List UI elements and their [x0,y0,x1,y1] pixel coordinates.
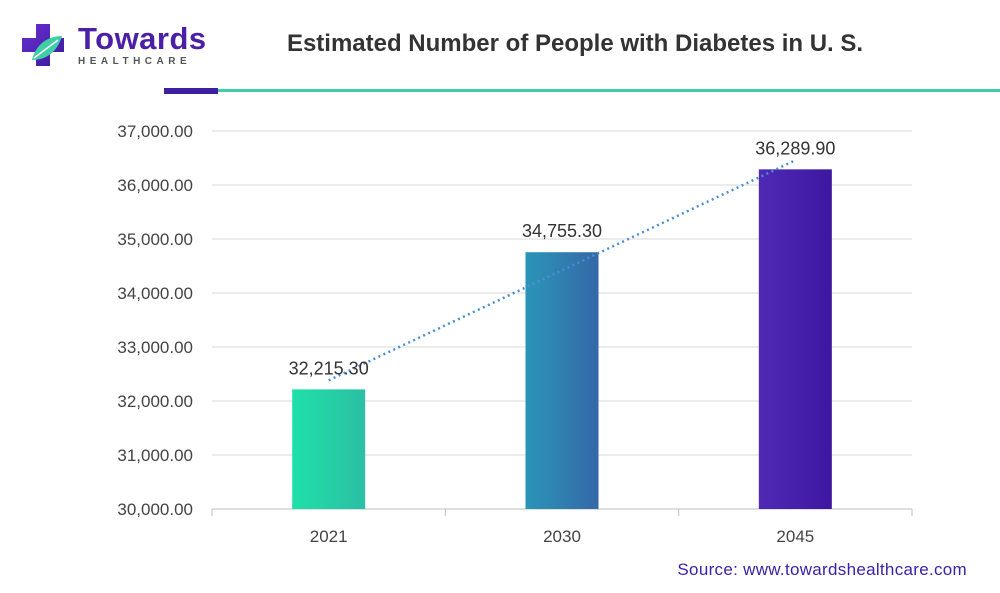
y-tick-label: 32,000.00 [117,392,193,411]
data-label: 34,755.30 [522,221,602,241]
x-tick-label: 2030 [543,527,581,546]
x-tick-label: 2021 [310,527,348,546]
y-tick-label: 31,000.00 [117,446,193,465]
y-tick-label: 34,000.00 [117,284,193,303]
trendline [328,159,796,382]
chart-title: Estimated Number of People with Diabetes… [286,30,864,57]
medical-cross-icon [22,24,64,66]
data-label: 32,215.30 [289,358,369,378]
y-tick-label: 33,000.00 [117,338,193,357]
y-tick-label: 35,000.00 [117,230,193,249]
source-credit: Source: www.towardshealthcare.com [677,560,967,579]
bar-2021 [292,389,366,509]
x-tick-label: 2045 [776,527,814,546]
y-tick-label: 36,000.00 [117,176,193,195]
brand-logo: Towards HEALTHCARE [18,20,208,80]
bar-2030 [525,252,599,509]
header-rule [218,89,1000,92]
x-axis-ticks: 2021 2030 2045 [310,527,814,546]
brand-subtitle: HEALTHCARE [78,56,192,67]
bars [292,169,832,509]
bar-2045 [758,169,832,509]
trendline-linear [328,159,796,382]
x-axis [211,508,913,516]
header-rule-accent [164,88,218,94]
brand-name: Towards [78,21,207,56]
y-axis-ticks: 30,000.00 31,000.00 32,000.00 33,000.00 34,0… [117,122,193,519]
data-labels: 32,215.30 34,755.30 36,289.90 [289,138,836,378]
y-tick-label: 30,000.00 [117,500,193,519]
y-tick-label: 37,000.00 [117,122,193,141]
data-label: 36,289.90 [755,138,835,158]
